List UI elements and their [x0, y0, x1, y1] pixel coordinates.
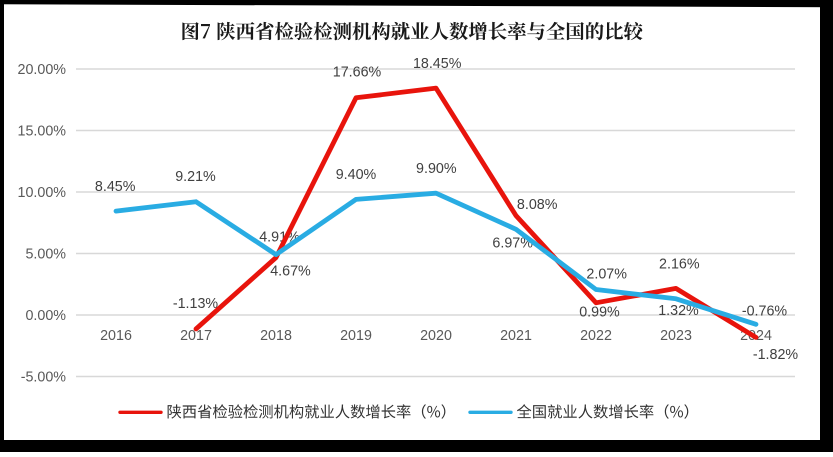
- svg-text:9.40%: 9.40%: [336, 167, 377, 183]
- svg-text:2017: 2017: [180, 328, 212, 344]
- svg-text:15.00%: 15.00%: [18, 123, 67, 139]
- svg-text:2021: 2021: [500, 328, 532, 344]
- svg-text:18.45%: 18.45%: [413, 56, 462, 72]
- svg-text:1.32%: 1.32%: [658, 303, 699, 319]
- svg-text:8.08%: 8.08%: [517, 197, 558, 213]
- svg-text:9.90%: 9.90%: [416, 161, 457, 177]
- svg-text:2019: 2019: [340, 328, 372, 344]
- svg-text:-0.76%: -0.76%: [742, 304, 788, 320]
- svg-text:2.16%: 2.16%: [659, 257, 700, 273]
- svg-text:4.67%: 4.67%: [270, 263, 311, 279]
- svg-text:2023: 2023: [660, 328, 692, 344]
- svg-text:2018: 2018: [260, 328, 292, 344]
- svg-text:17.66%: 17.66%: [333, 64, 382, 80]
- svg-text:0.00%: 0.00%: [25, 308, 66, 324]
- svg-text:20.00%: 20.00%: [18, 62, 67, 78]
- svg-text:2.07%: 2.07%: [586, 267, 627, 283]
- svg-text:8.45%: 8.45%: [95, 179, 136, 195]
- svg-text:9.21%: 9.21%: [175, 169, 216, 185]
- svg-text:2016: 2016: [100, 328, 132, 344]
- svg-text:-1.82%: -1.82%: [753, 347, 799, 363]
- svg-text:2020: 2020: [420, 328, 452, 344]
- svg-text:5.00%: 5.00%: [25, 246, 66, 262]
- svg-text:2022: 2022: [580, 328, 612, 344]
- svg-text:-5.00%: -5.00%: [21, 369, 67, 385]
- svg-text:-1.13%: -1.13%: [173, 296, 219, 312]
- svg-text:10.00%: 10.00%: [18, 185, 67, 201]
- svg-text:0.99%: 0.99%: [579, 305, 620, 321]
- svg-text:6.97%: 6.97%: [492, 235, 533, 251]
